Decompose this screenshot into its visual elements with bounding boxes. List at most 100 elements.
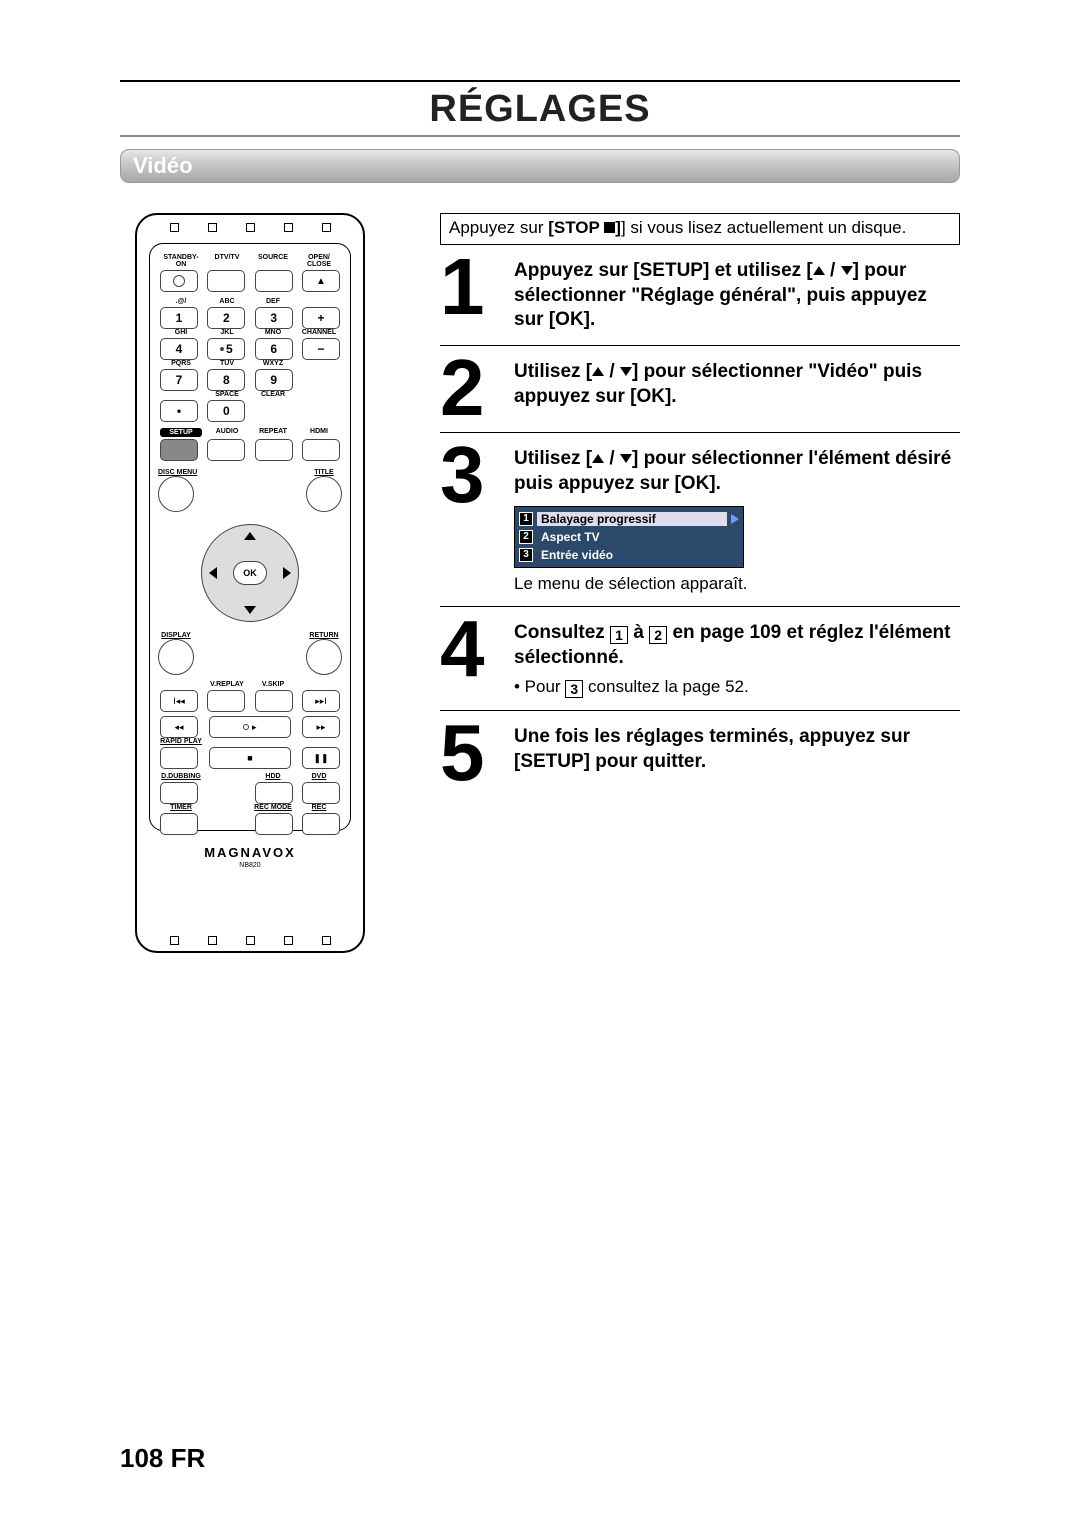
note-text: Appuyez sur (449, 218, 548, 237)
key-1[interactable]: 1 (160, 307, 198, 329)
ddubbing-button[interactable] (160, 782, 198, 804)
page-title-bar: RÉGLAGES (120, 80, 960, 137)
ok-button[interactable]: OK (233, 561, 267, 585)
stop-button[interactable]: ■ (209, 747, 291, 769)
down-icon (620, 367, 632, 376)
grip-dot (246, 936, 255, 945)
btn-label: GHI (160, 329, 202, 336)
title-button[interactable] (306, 476, 342, 512)
step-5: 5 Une fois les réglages terminés, appuye… (440, 711, 960, 797)
vreplay-button[interactable] (207, 690, 245, 712)
note-stop: [STOP (548, 218, 604, 237)
open-close-button[interactable]: ▲ (302, 270, 340, 292)
btn-label: AUDIO (206, 428, 248, 437)
key-7[interactable]: 7 (160, 369, 198, 391)
btn-label: REC MODE (252, 804, 294, 811)
dtvtv-button[interactable] (207, 270, 245, 292)
rec-button[interactable] (302, 813, 340, 835)
up-icon (813, 266, 825, 275)
repeat-button[interactable] (255, 439, 293, 461)
rapidplay-button[interactable] (160, 747, 198, 769)
ff-button[interactable]: ▸▸ (302, 716, 340, 738)
ref-box: 2 (649, 626, 667, 644)
down-icon (620, 454, 632, 463)
btn-label: DISC MENU (158, 469, 197, 476)
prev-button[interactable]: I◂◂ (160, 690, 198, 712)
btn-label: SPACE (206, 391, 248, 398)
btn-label: TUV (206, 360, 248, 367)
ir-led (322, 223, 331, 232)
recmode-button[interactable] (255, 813, 293, 835)
key-6[interactable]: 6 (255, 338, 293, 360)
btn-label: REC (298, 804, 340, 811)
audio-button[interactable] (207, 439, 245, 461)
key-9[interactable]: 9 (255, 369, 293, 391)
step-number: 1 (440, 255, 504, 333)
btn-label: TITLE (306, 469, 342, 476)
display-button[interactable] (158, 639, 194, 675)
dvd-button[interactable] (302, 782, 340, 804)
menu-arrow-icon (731, 514, 739, 524)
btn-label: V.SKIP (252, 681, 294, 688)
rew-button[interactable]: ◂◂ (160, 716, 198, 738)
key-5[interactable]: 5 (207, 338, 245, 360)
playpause-button[interactable]: ▸ (209, 716, 291, 738)
dpad-right-icon (283, 567, 291, 579)
btn-label: JKL (206, 329, 248, 336)
ir-led (208, 223, 217, 232)
menu-snapshot: 1 Balayage progressif 2 Aspect TV 3 Entr… (514, 506, 744, 568)
pause-button[interactable]: ❚❚ (302, 747, 340, 769)
btn-label (298, 360, 340, 367)
standby-button[interactable] (160, 270, 198, 292)
btn-label: V.REPLAY (206, 681, 248, 688)
hdd-button[interactable] (255, 782, 293, 804)
dpad-left-icon (209, 567, 217, 579)
source-button[interactable] (255, 270, 293, 292)
remote-model: NB820 (158, 862, 342, 869)
step-3: 3 Utilisez [ / ] pour sélectionner l'élé… (440, 433, 960, 607)
hdmi-button[interactable] (302, 439, 340, 461)
step-subtext: Le menu de sélection apparaît. (514, 574, 960, 594)
key-4[interactable]: 4 (160, 338, 198, 360)
down-icon (841, 266, 853, 275)
grip-dot (284, 936, 293, 945)
timer-button[interactable] (160, 813, 198, 835)
btn-label: ABC (206, 298, 248, 305)
key-2[interactable]: 2 (207, 307, 245, 329)
key-8[interactable]: 8 (207, 369, 245, 391)
step-1: 1 Appuyez sur [SETUP] et utilisez [ / ] … (440, 245, 960, 346)
btn-label: DVD (298, 773, 340, 780)
btn-label: DTV/TV (206, 254, 248, 268)
btn-label: MNO (252, 329, 294, 336)
remote-brand: MAGNAVOX (158, 845, 342, 860)
key-0[interactable]: 0 (207, 400, 245, 422)
up-icon (592, 367, 604, 376)
btn-label: DEF (252, 298, 294, 305)
setup-button[interactable] (160, 439, 198, 461)
step-number: 2 (440, 356, 504, 420)
btn-label: REPEAT (252, 428, 294, 437)
step-number: 3 (440, 443, 504, 594)
key-3[interactable]: 3 (255, 307, 293, 329)
next-button[interactable]: ▸▸I (302, 690, 340, 712)
return-button[interactable] (306, 639, 342, 675)
dpad[interactable]: OK (195, 518, 305, 628)
vskip-button[interactable] (255, 690, 293, 712)
ref-box: 3 (565, 680, 583, 698)
key-dot[interactable]: • (160, 400, 198, 422)
grip-dot (208, 936, 217, 945)
btn-label: PQRS (160, 360, 202, 367)
dpad-up-icon (244, 532, 256, 540)
channel-down-button[interactable]: − (302, 338, 340, 360)
stop-icon (604, 222, 615, 233)
up-icon (592, 454, 604, 463)
btn-label: D.DUBBING (160, 773, 202, 780)
btn-label: CLEAR (252, 391, 294, 398)
ref-box: 1 (610, 626, 628, 644)
disc-menu-button[interactable] (158, 476, 194, 512)
btn-label: STANDBY-ON (160, 254, 202, 268)
step-4: 4 Consultez 1 à 2 en page 109 et réglez … (440, 607, 960, 710)
btn-label: DISPLAY (158, 632, 194, 639)
channel-up-button[interactable]: + (302, 307, 340, 329)
ir-led (284, 223, 293, 232)
